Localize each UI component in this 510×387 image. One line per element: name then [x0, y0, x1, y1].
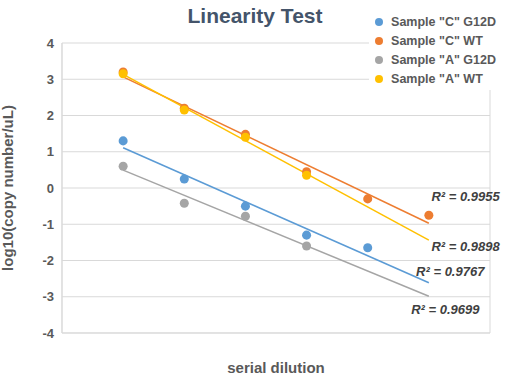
svg-text:R² = 0.9699: R² = 0.9699	[411, 302, 480, 317]
svg-text:1: 1	[47, 144, 54, 159]
svg-text:serial dilution: serial dilution	[227, 359, 325, 376]
svg-text:-1: -1	[42, 217, 54, 232]
html-text:Sample "C" WT: Sample "C" WT	[391, 33, 483, 48]
svg-text:-4: -4	[42, 326, 54, 341]
svg-text:R² = 0.9767: R² = 0.9767	[416, 264, 485, 279]
svg-text:R² = 0.9898: R² = 0.9898	[431, 239, 500, 254]
svg-text:0: 0	[47, 181, 54, 196]
html-text:Sample "C" G12D: Sample "C" G12D	[391, 14, 496, 29]
svg-text:-3: -3	[42, 289, 54, 304]
svg-text:2: 2	[47, 108, 54, 123]
svg-text:log10(copy number/uL): log10(copy number/uL)	[8, 105, 16, 271]
html-text:Sample "A" WT: Sample "A" WT	[391, 71, 483, 86]
svg-text:-2: -2	[42, 253, 54, 268]
html-text:Sample "A" G12D: Sample "A" G12D	[391, 52, 496, 67]
html-text:Linearity Test: Linearity Test	[187, 4, 323, 27]
svg-text:3: 3	[47, 72, 54, 87]
svg-text:4: 4	[47, 36, 55, 51]
svg-text:R² = 0.9955: R² = 0.9955	[431, 189, 500, 204]
